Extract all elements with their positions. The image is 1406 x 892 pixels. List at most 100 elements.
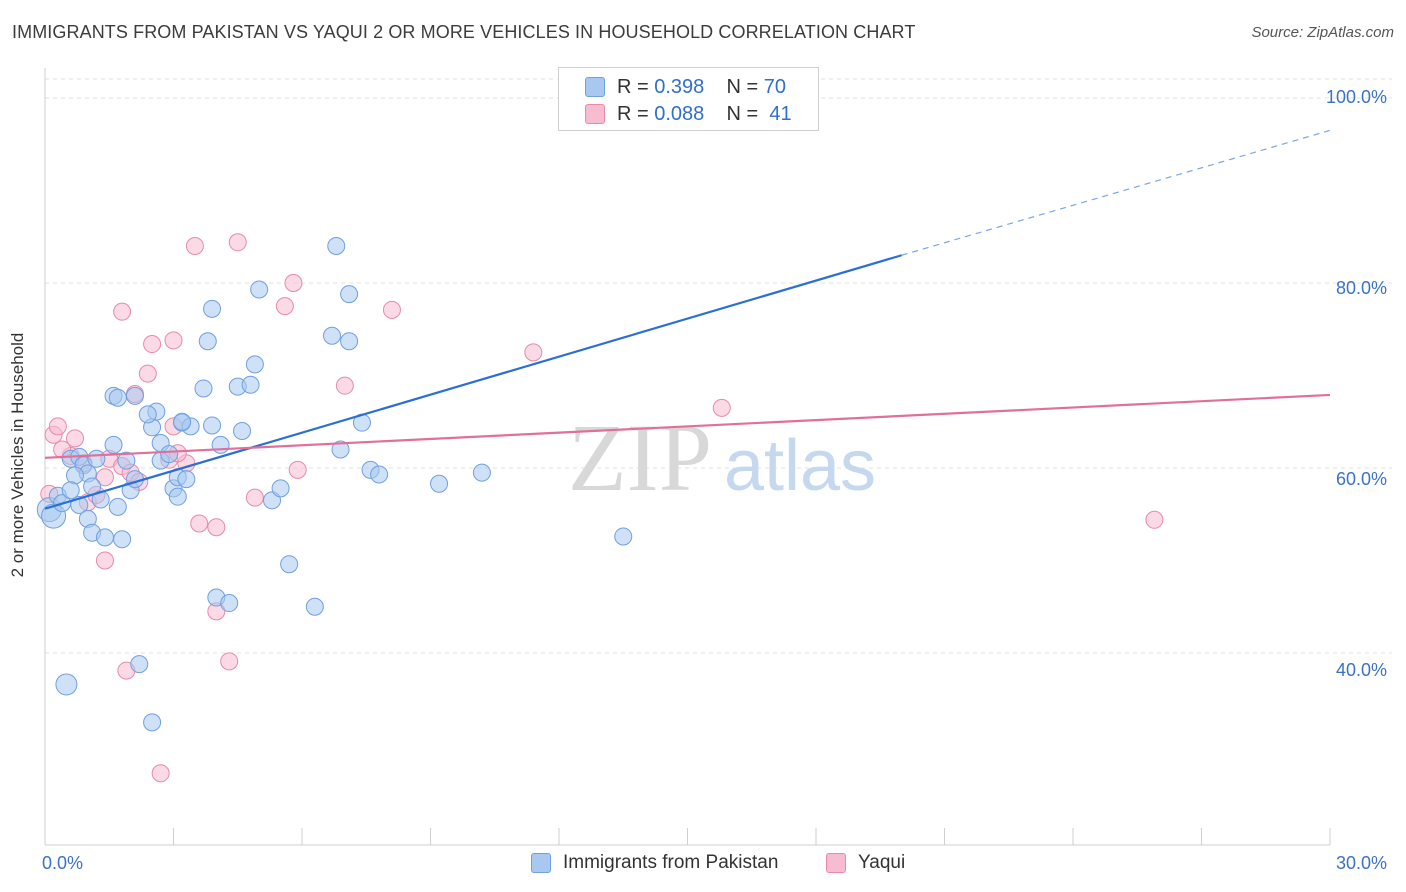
bottom-legend-swatch-yaqui xyxy=(826,853,846,873)
data-point-pakistan xyxy=(472,463,491,482)
bottom-legend-pakistan: Immigrants from Pakistan xyxy=(531,852,778,874)
trend-lines xyxy=(44,129,1331,510)
data-point-yaqui xyxy=(288,460,307,479)
axes xyxy=(44,68,1331,846)
bottom-legend-swatch-pakistan xyxy=(531,853,551,873)
bottom-legend-label-pakistan: Immigrants from Pakistan xyxy=(563,852,779,873)
trend-line-pakistan-extension xyxy=(901,129,1331,256)
data-point-pakistan xyxy=(125,386,144,405)
data-point-yaqui xyxy=(524,343,543,362)
data-point-pakistan xyxy=(87,449,106,468)
data-point-pakistan xyxy=(117,451,136,470)
y-tick-100: 100.0% xyxy=(1326,87,1388,107)
data-point-pakistan xyxy=(327,237,346,255)
data-point-pakistan xyxy=(138,405,157,424)
data-point-yaqui xyxy=(151,764,170,783)
data-point-pakistan xyxy=(61,481,80,500)
data-point-yaqui xyxy=(245,488,264,507)
y-tick-60: 60.0% xyxy=(1336,469,1388,489)
data-point-yaqui xyxy=(143,335,162,354)
data-point-pakistan xyxy=(113,530,132,549)
data-point-yaqui xyxy=(95,468,114,487)
legend-row-yaqui: R = 0.088 N = 41 xyxy=(585,101,792,127)
data-point-yaqui xyxy=(95,551,114,570)
watermark-zip: ZIP xyxy=(568,404,712,511)
data-point-pakistan xyxy=(168,487,187,506)
data-point-yaqui xyxy=(712,398,731,417)
data-point-yaqui xyxy=(284,274,303,292)
data-point-yaqui xyxy=(275,297,294,316)
data-point-pakistan xyxy=(340,285,359,304)
legend-row-pakistan: R = 0.398 N = 70 xyxy=(585,74,786,100)
data-point-pakistan xyxy=(130,655,149,674)
data-point-yaqui xyxy=(207,518,226,537)
legend-n-value: 41 xyxy=(769,102,792,125)
legend-r-value: 0.398 xyxy=(654,75,705,98)
data-point-pakistan xyxy=(250,280,269,299)
trend-line-yaqui xyxy=(44,393,1331,459)
data-point-pakistan xyxy=(173,412,192,431)
bottom-legend-yaqui: Yaqui xyxy=(826,852,905,874)
data-point-pakistan xyxy=(220,594,239,613)
data-point-pakistan xyxy=(430,474,449,493)
stats-legend: R = 0.398 N = 70 R = 0.088 N = 41 xyxy=(558,67,819,131)
legend-swatch-yaqui xyxy=(585,104,605,124)
trend-line-pakistan xyxy=(44,254,902,510)
data-point-pakistan xyxy=(614,527,633,546)
legend-swatch-pakistan xyxy=(585,77,605,97)
data-point-pakistan xyxy=(241,375,260,394)
data-point-pakistan xyxy=(95,528,114,547)
data-point-yaqui xyxy=(48,417,67,436)
data-point-pakistan xyxy=(108,388,127,407)
chart-title: IMMIGRANTS FROM PAKISTAN VS YAQUI 2 OR M… xyxy=(12,22,916,42)
data-point-pakistan xyxy=(280,555,299,574)
data-point-yaqui xyxy=(113,302,132,321)
data-point-pakistan xyxy=(322,326,341,345)
data-point-yaqui xyxy=(164,331,183,350)
data-point-pakistan xyxy=(143,713,162,732)
series-pakistan-points xyxy=(36,89,774,732)
watermark-atlas: atlas xyxy=(724,426,876,506)
data-point-pakistan xyxy=(55,673,78,696)
data-point-yaqui xyxy=(335,376,354,395)
legend-r-value: 0.088 xyxy=(654,102,705,125)
data-point-yaqui xyxy=(1145,510,1164,529)
data-point-pakistan xyxy=(370,465,389,484)
legend-n-label: N = xyxy=(726,102,759,125)
legend-r-label: R = xyxy=(617,102,649,125)
data-point-pakistan xyxy=(245,355,264,374)
data-point-yaqui xyxy=(65,429,84,448)
data-point-pakistan xyxy=(203,299,222,318)
data-point-pakistan xyxy=(160,445,179,464)
watermark: ZIP atlas xyxy=(568,404,876,511)
data-point-pakistan xyxy=(104,435,123,454)
y-tick-80: 80.0% xyxy=(1336,278,1388,298)
data-point-yaqui xyxy=(138,364,157,383)
data-point-pakistan xyxy=(194,379,213,398)
data-point-pakistan xyxy=(198,332,217,351)
data-point-yaqui xyxy=(228,233,247,252)
data-point-yaqui xyxy=(190,514,209,533)
data-point-pakistan xyxy=(203,416,222,435)
data-point-pakistan xyxy=(211,435,230,454)
data-point-pakistan xyxy=(108,497,127,516)
legend-n-value: 70 xyxy=(763,75,787,98)
data-point-yaqui xyxy=(220,652,239,671)
y-tick-40: 40.0% xyxy=(1336,660,1388,680)
data-point-pakistan xyxy=(340,332,359,351)
bottom-legend-label-yaqui: Yaqui xyxy=(858,852,906,873)
data-point-pakistan xyxy=(177,470,196,489)
data-point-pakistan xyxy=(271,479,290,498)
data-point-yaqui xyxy=(382,300,401,319)
data-point-pakistan xyxy=(91,490,110,509)
data-point-pakistan xyxy=(65,466,84,485)
data-point-pakistan xyxy=(331,440,350,459)
data-point-pakistan xyxy=(125,470,144,489)
legend-n-label: N = xyxy=(726,75,759,98)
data-point-pakistan xyxy=(233,422,252,440)
legend-r-label: R = xyxy=(617,75,649,98)
data-point-pakistan xyxy=(305,597,324,616)
x-tick-min: 0.0% xyxy=(42,853,84,873)
chart-source: Source: ZipAtlas.com xyxy=(1251,24,1394,41)
